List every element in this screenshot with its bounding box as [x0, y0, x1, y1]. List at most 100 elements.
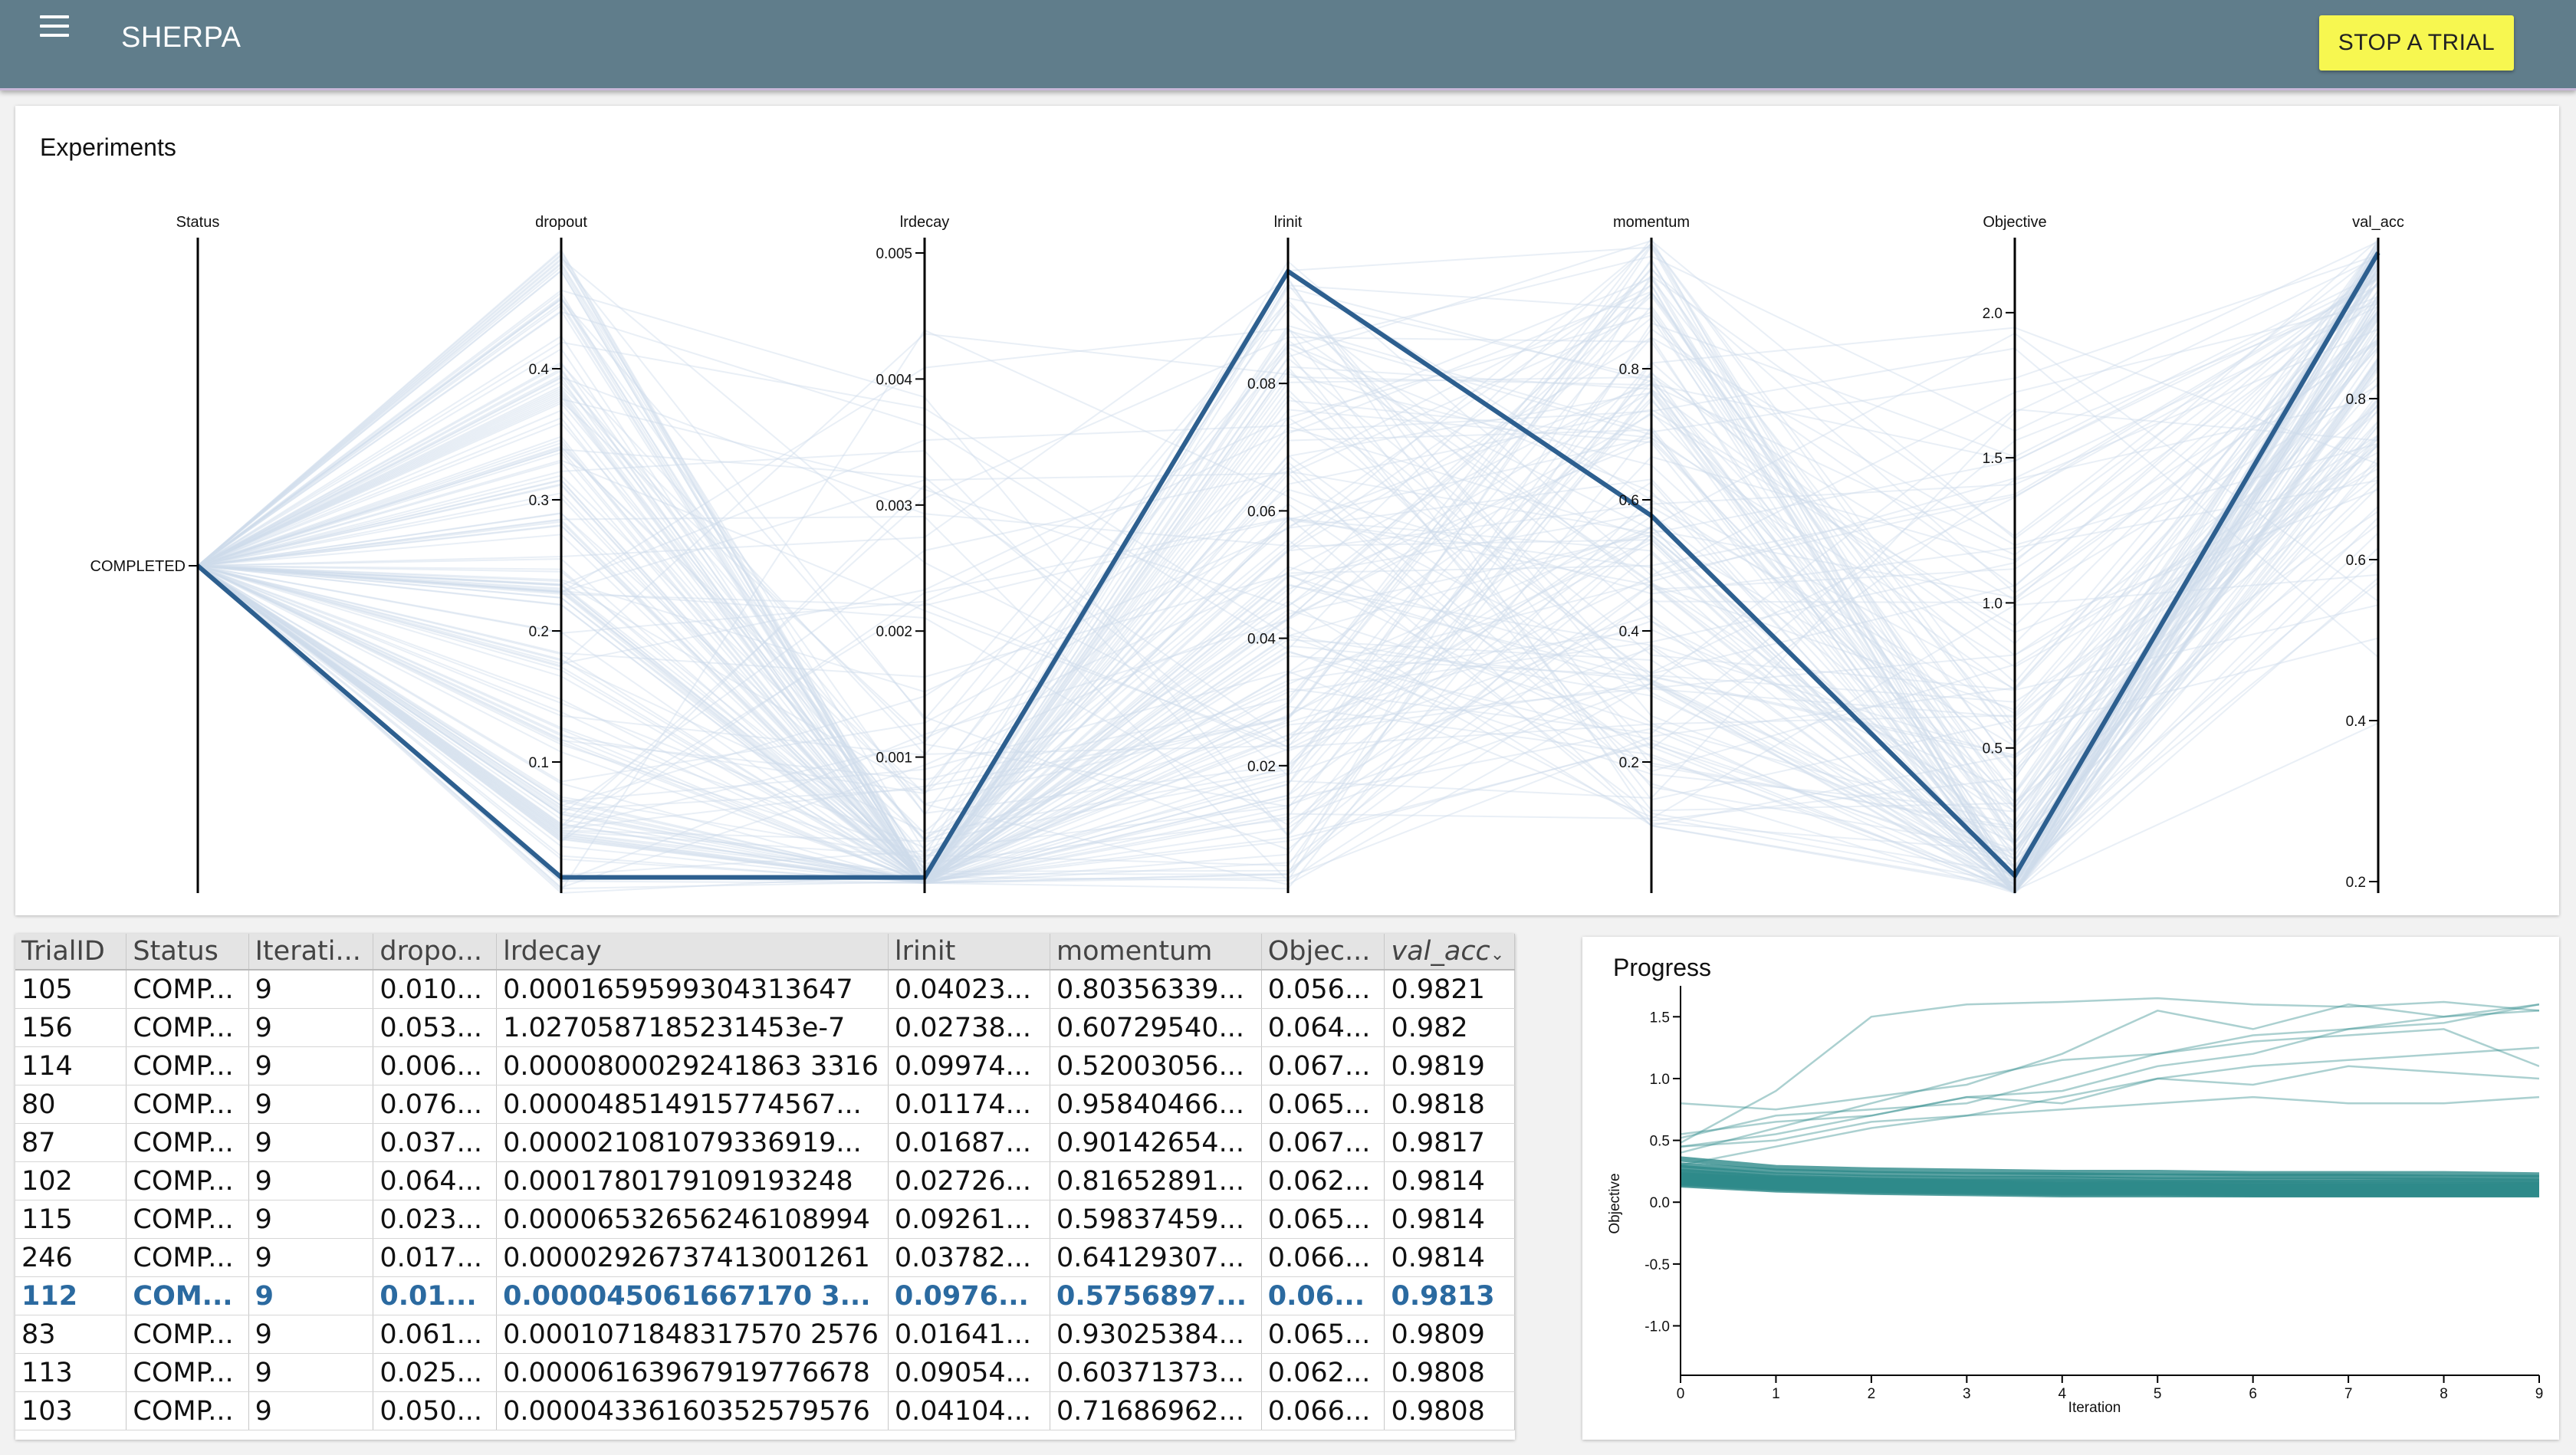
table-row[interactable]: 103 COMP... 9 0.050... 0.0000433616035257957…: [15, 1391, 1515, 1430]
column-header[interactable]: TrialID: [15, 934, 127, 971]
table-row[interactable]: 112 COM... 9 0.01... 0.000045061667170 3... 0…: [15, 1276, 1515, 1315]
table-cell: 0.60371373...: [1050, 1353, 1262, 1392]
table-cell: 9: [248, 1085, 374, 1124]
axis-tick-label: 0.04: [1247, 632, 1276, 648]
table-row[interactable]: 87 COMP... 9 0.037... 0.000021081079336919..…: [15, 1123, 1515, 1162]
table-cell: 0.9814: [1384, 1161, 1515, 1200]
table-cell: 0.01174...: [888, 1085, 1051, 1124]
table-cell: 112: [15, 1276, 127, 1315]
axis-title: Status: [176, 214, 220, 231]
column-header[interactable]: Objec...: [1261, 934, 1385, 971]
table-row[interactable]: 102 COMP... 9 0.064... 0.0001780179109193248…: [15, 1161, 1515, 1200]
table-row[interactable]: 83 COMP... 9 0.061... 0.0001071848317570 257…: [15, 1315, 1515, 1354]
table-cell: 0.982: [1384, 1008, 1515, 1047]
experiments-card: Experiments Status COMPLETED dropout 0.1 0.2…: [15, 106, 2559, 915]
table-cell: 0.95840466...: [1050, 1085, 1262, 1124]
table-cell: 0.90142654...: [1050, 1123, 1262, 1162]
table-cell: COMP...: [126, 1238, 249, 1277]
table-cell: 0.00006163967919776678: [496, 1353, 889, 1392]
axis-tick-label: 0.02: [1247, 759, 1276, 775]
table-row[interactable]: 246 COMP... 9 0.017... 0.0000292673741300126…: [15, 1238, 1515, 1277]
axis-val-acc[interactable]: val_acc 0.2 0.4 0.6 0.8: [2346, 214, 2404, 893]
table-cell: 0.01641...: [888, 1315, 1051, 1354]
y-tick-label: 0.0: [1650, 1195, 1670, 1211]
y-tick-label: 1.0: [1650, 1072, 1670, 1088]
table-row[interactable]: 156 COMP... 9 0.053... 1.0270587185231453e-7…: [15, 1008, 1515, 1047]
y-tick-label: -1.0: [1644, 1319, 1670, 1335]
table-cell: 9: [248, 1200, 374, 1239]
axis-tick-label: 0.4: [529, 362, 550, 378]
axis-tick-label: 0.2: [1619, 755, 1639, 771]
axis-tick-label: 0.06: [1247, 504, 1276, 520]
table-cell: 0.023...: [373, 1200, 498, 1239]
x-tick-label: 5: [2154, 1386, 2162, 1402]
table-row[interactable]: 113 COMP... 9 0.025... 0.0000616396791977667…: [15, 1353, 1515, 1392]
table-cell: 9: [248, 1008, 374, 1047]
table-cell: 0.60729540...: [1050, 1008, 1262, 1047]
table-cell: 0.00002926737413001261: [496, 1238, 889, 1277]
table-cell: 0.010...: [373, 970, 498, 1009]
hamburger-menu-icon[interactable]: [40, 15, 71, 37]
table-cell: 115: [15, 1200, 127, 1239]
table-cell: 9: [248, 1391, 374, 1430]
sort-descending-icon[interactable]: ⌄: [1490, 945, 1505, 964]
axis-dropout[interactable]: dropout 0.1 0.2 0.3 0.4: [529, 214, 588, 893]
table-cell: COMP...: [126, 1008, 249, 1047]
table-cell: 0.52003056...: [1050, 1046, 1262, 1086]
stop-trial-button[interactable]: STOP A TRIAL: [2319, 15, 2514, 71]
table-cell: 0.066...: [1261, 1238, 1385, 1277]
parallel-coordinates-plot[interactable]: Status COMPLETED dropout 0.1 0.2 0.3 0.4 lrdeca…: [15, 106, 2559, 915]
table-cell: 0.09261...: [888, 1200, 1051, 1239]
table-cell: 114: [15, 1046, 127, 1086]
table-cell: 0.01...: [373, 1276, 498, 1315]
x-tick-label: 3: [1963, 1386, 1971, 1402]
axis-status[interactable]: Status COMPLETED: [90, 214, 220, 893]
axis-tick-label: 0.001: [876, 750, 912, 767]
axis-title: lrinit: [1274, 214, 1303, 231]
table-cell: 9: [248, 1238, 374, 1277]
axis-tick-label: 0.6: [1619, 493, 1639, 509]
axis-title: Objective: [1983, 214, 2046, 231]
progress-series-line: [1681, 1156, 2539, 1178]
table-cell: 0.9814: [1384, 1200, 1515, 1239]
table-cell: COMP...: [126, 1085, 249, 1124]
table-cell: 0.9808: [1384, 1391, 1515, 1430]
table-cell: 9: [248, 1161, 374, 1200]
column-header[interactable]: Status: [126, 934, 249, 971]
table-cell: 0.03782...: [888, 1238, 1051, 1277]
table-cell: 156: [15, 1008, 127, 1047]
column-header[interactable]: momentum: [1050, 934, 1262, 971]
axis-momentum[interactable]: momentum 0.2 0.4 0.6 0.8: [1613, 214, 1690, 893]
y-tick-label: -0.5: [1644, 1257, 1670, 1273]
table-cell: COMP...: [126, 1391, 249, 1430]
table-row[interactable]: 114 COMP... 9 0.006... 0.0000800029241863 33…: [15, 1046, 1515, 1086]
table-cell: COMP...: [126, 970, 249, 1009]
column-header[interactable]: Iterati...: [248, 934, 374, 971]
table-row[interactable]: 105 COMP... 9 0.010... 0.0001659599304313647…: [15, 970, 1515, 1009]
axis-tick-label: 0.8: [1619, 362, 1639, 378]
axis-tick-label: 0.002: [876, 624, 912, 640]
app-title: SHERPA: [121, 21, 242, 54]
axis-title: momentum: [1613, 214, 1690, 231]
table-cell: 87: [15, 1123, 127, 1162]
table-cell: 0.053...: [373, 1008, 498, 1047]
table-cell: 0.04104...: [888, 1391, 1051, 1430]
table-cell: 0.9821: [1384, 970, 1515, 1009]
column-header[interactable]: lrinit: [888, 934, 1051, 971]
axis-lrdecay[interactable]: lrdecay 0.001 0.002 0.003 0.004 0.005: [876, 214, 949, 893]
table-cell: 0.80356339...: [1050, 970, 1262, 1009]
table-row[interactable]: 80 COMP... 9 0.076... 0.000048514915774567..…: [15, 1085, 1515, 1124]
table-cell: 0.9817: [1384, 1123, 1515, 1162]
table-cell: 0.81652891...: [1050, 1161, 1262, 1200]
axis-lrinit[interactable]: lrinit 0.02 0.04 0.06 0.08: [1247, 214, 1303, 893]
progress-series-line: [1681, 1182, 2539, 1197]
table-cell: 0.066...: [1261, 1391, 1385, 1430]
column-header[interactable]: lrdecay: [496, 934, 889, 971]
table-row[interactable]: 115 COMP... 9 0.023... 0.0000653265624610899…: [15, 1200, 1515, 1239]
progress-series-line: [1681, 1003, 2539, 1139]
trials-table: TrialID Status Iterati... dropo... lrdecay lr…: [15, 934, 1515, 1430]
column-header[interactable]: dropo...: [373, 934, 498, 971]
column-header[interactable]: val_acc⌄: [1384, 934, 1515, 971]
axis-objective[interactable]: Objective 0.5 1.0 1.5 2.0: [1983, 214, 2047, 893]
table-cell: 83: [15, 1315, 127, 1354]
